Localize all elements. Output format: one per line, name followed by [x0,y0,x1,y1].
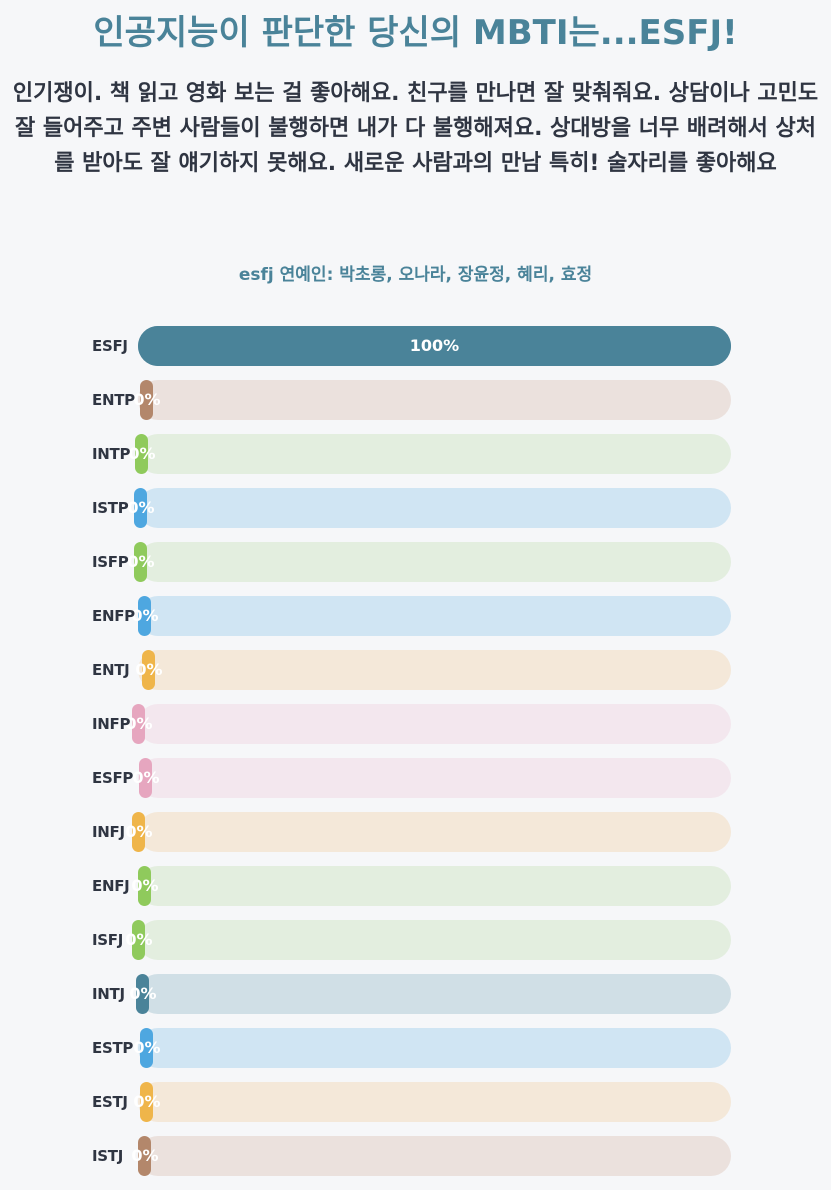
bar-value-label-esfp: 0% [132,768,160,787]
bar-label-entj: ENTJ [92,661,130,679]
bar-track-infj: 0% [125,812,731,852]
bar-row-enfp: 0% ENFP [0,596,831,636]
bar-value-label-isfj: 0% [125,930,153,949]
bar-estp [140,1028,153,1068]
bar-label-isfj: ISFJ [92,931,124,949]
bar-label-intp: INTP [92,445,131,463]
bar-row-isfj: 0% ISFJ [0,920,831,960]
bar-label-esfj: ESFJ [92,337,128,355]
bar-track-estj: 0% [133,1082,731,1122]
bar-track-enfp: 0% [131,596,731,636]
bar-row-enfj: 0% ENFJ [0,866,831,906]
bar-row-entp: 0% ENTP [0,380,831,420]
bar-label-enfj: ENFJ [92,877,130,895]
bar-value-label-intp: 0% [128,444,156,463]
bar-row-estj: 0% ESTJ [0,1082,831,1122]
bar-track-istp: 0% [127,488,731,528]
bar-value-label-entp: 0% [133,390,161,409]
bar-enfj [138,866,151,906]
bar-infp [132,704,145,744]
bar-value-label-infj: 0% [125,822,153,841]
bar-intj [136,974,149,1014]
bar-istj [138,1136,151,1176]
bar-entp [140,380,153,420]
bar-value-label-entj: 0% [135,660,163,679]
bar-label-estp: ESTP [92,1039,134,1057]
bar-label-istp: ISTP [92,499,129,517]
bar-track-estp: 0% [133,1028,731,1068]
bar-isfp [134,542,147,582]
bar-istp [134,488,147,528]
bar-row-isfp: 0% ISFP [0,542,831,582]
bar-value-label-esfj: 100% [409,336,460,355]
bar-value-label-infp: 0% [125,714,153,733]
bar-value-label-enfp: 0% [131,606,159,625]
bar-row-infj: 0% INFJ [0,812,831,852]
celebrity-list: esfj 연예인: 박초롱, 오나라, 장윤정, 혜리, 효정 [238,265,593,285]
bar-entj [142,650,155,690]
bar-value-label-enfj: 0% [131,876,159,895]
bar-label-intj: INTJ [92,985,125,1003]
bar-row-esfj: 100% ESFJ [0,326,831,366]
bar-track-intj: 0% [129,974,731,1014]
bar-row-istj: 0% ISTJ [0,1136,831,1176]
bar-label-isfp: ISFP [92,553,129,571]
bar-value-label-intj: 0% [129,984,157,1003]
bar-row-esfp: 0% ESFP [0,758,831,798]
bar-track-infp: 0% [125,704,731,744]
bar-label-infj: INFJ [92,823,125,841]
bar-value-label-istp: 0% [127,498,155,517]
bar-row-entj: 0% ENTJ [0,650,831,690]
bar-track-enfj: 0% [131,866,731,906]
bar-row-intp: 0% INTP [0,434,831,474]
bar-enfp [138,596,151,636]
bar-label-istj: ISTJ [92,1147,123,1165]
bar-value-label-estj: 0% [133,1092,161,1111]
bar-label-enfp: ENFP [92,607,135,625]
bar-label-esfp: ESFP [92,769,134,787]
bar-track-esfp: 0% [132,758,731,798]
page-title: 인공지능이 판단한 당신의 MBTI는...ESFJ! [93,13,738,53]
bar-track-entp: 0% [133,380,731,420]
bar-track-istj: 0% [131,1136,731,1176]
bar-esfp [139,758,152,798]
bar-label-estj: ESTJ [92,1093,128,1111]
bar-value-label-istj: 0% [131,1146,159,1165]
bar-isfj [132,920,145,960]
bar-track-entj: 0% [135,650,731,690]
mbti-description: 인기쟁이. 책 읽고 영화 보는 걸 좋아해요. 친구를 만나면 잘 맞춰줘요.… [12,81,819,176]
bar-esfj [138,326,731,366]
bar-track-isfj: 0% [125,920,731,960]
bar-track-isfp: 0% [127,542,731,582]
bar-value-label-isfp: 0% [127,552,155,571]
bar-value-label-estp: 0% [133,1038,161,1057]
bar-row-infp: 0% INFP [0,704,831,744]
bar-infj [132,812,145,852]
bar-label-entp: ENTP [92,391,135,409]
bar-row-intj: 0% INTJ [0,974,831,1014]
bar-track-esfj: 100% [138,326,731,366]
bar-row-estp: 0% ESTP [0,1028,831,1068]
bar-estj [140,1082,153,1122]
bar-row-istp: 0% ISTP [0,488,831,528]
bar-track-intp: 0% [128,434,731,474]
bar-label-infp: INFP [92,715,131,733]
bar-intp [135,434,148,474]
